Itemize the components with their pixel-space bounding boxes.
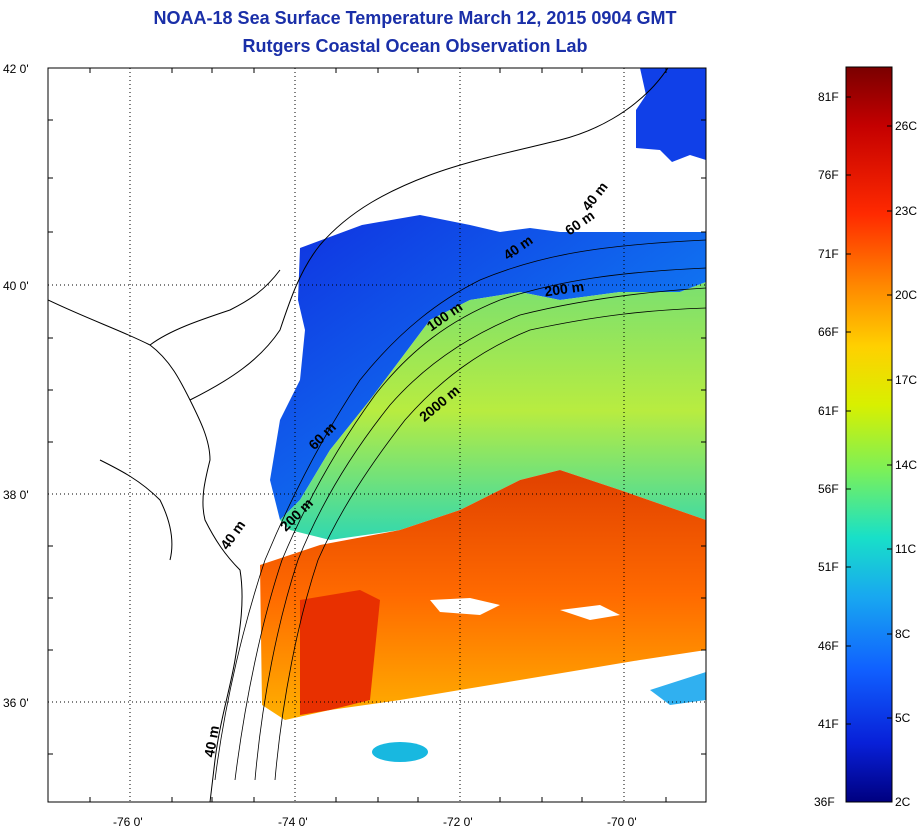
colorbar-label-c: 5C [895, 711, 911, 725]
lon-tick-label: -76 0' [113, 815, 143, 829]
map-frame [47, 67, 707, 803]
coastline [48, 68, 669, 802]
gulf-of-maine-water [636, 68, 706, 162]
colorbar [845, 66, 893, 803]
colorbar-label-f: 56F [818, 482, 839, 496]
offshore-patch [372, 742, 428, 762]
contour-label: 200 m [543, 278, 585, 299]
colorbar-label-c: 23C [895, 204, 917, 218]
lat-tick-label: 42 0' [3, 62, 29, 76]
map-subtitle: Rutgers Coastal Ocean Observation Lab [242, 36, 588, 56]
offshore-patch [650, 672, 706, 705]
colorbar-label-c: 11C [895, 542, 916, 556]
sst-data-layer [260, 68, 706, 762]
colorbar-ticks [846, 96, 892, 725]
colorbar-label-f: 76F [818, 168, 839, 182]
lat-tick-label: 36 0' [3, 696, 29, 710]
colorbar-label-f: 66F [818, 325, 839, 339]
bathymetry-contours [214, 239, 706, 781]
colorbar-celsius-labels: 26C 23C 20C 17C 14C 11C 8C 5C 2C [895, 119, 917, 809]
lat-tick-labels: 42 0' 40 0' 38 0' 36 0' [3, 62, 29, 710]
colorbar-label-c: 2C [895, 795, 911, 809]
colorbar-label-c: 8C [895, 627, 911, 641]
colorbar-label-f: 36F [814, 795, 835, 809]
map-title: NOAA-18 Sea Surface Temperature March 12… [153, 8, 677, 28]
map-frame-ticks [48, 68, 706, 802]
map-grid [48, 68, 706, 802]
lon-tick-label: -74 0' [278, 815, 308, 829]
cloud-gap [430, 598, 500, 615]
lon-tick-label: -70 0' [607, 815, 637, 829]
slope-water [280, 282, 706, 540]
colorbar-label-f: 41F [818, 717, 839, 731]
colorbar-label-c: 26C [895, 119, 917, 133]
lat-tick-label: 38 0' [3, 488, 29, 502]
colorbar-label-c: 14C [895, 458, 917, 472]
contour-label: 40 m [201, 724, 222, 758]
lon-tick-label: -72 0' [443, 815, 473, 829]
colorbar-label-f: 46F [818, 639, 839, 653]
cloud-gap [560, 605, 620, 620]
colorbar-label-f: 61F [818, 404, 839, 418]
lon-tick-labels: -76 0' -74 0' -72 0' -70 0' [113, 815, 637, 829]
colorbar-label-c: 17C [895, 373, 917, 387]
colorbar-label-c: 20C [895, 288, 917, 302]
lat-tick-label: 40 0' [3, 279, 29, 293]
colorbar-label-f: 81F [818, 90, 839, 104]
colorbar-fahrenheit-labels: 81F 76F 71F 66F 61F 56F 51F 46F 41F 36F [814, 90, 839, 809]
warm-band-water [300, 590, 380, 715]
colorbar-label-f: 51F [818, 560, 839, 574]
colorbar-label-f: 71F [818, 247, 839, 261]
continental-shelf-water [270, 215, 706, 520]
